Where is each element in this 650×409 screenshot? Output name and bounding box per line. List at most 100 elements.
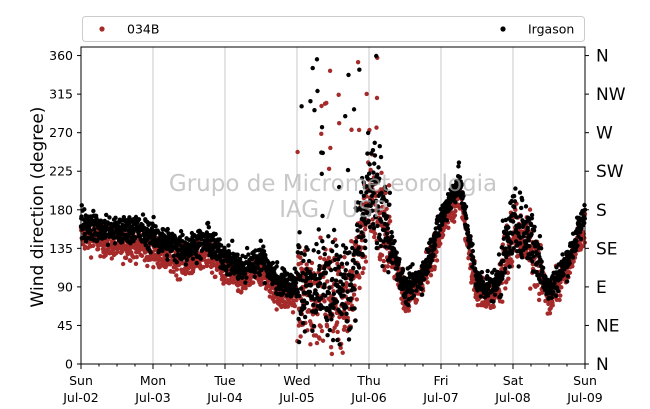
point-irgason [427,264,432,269]
point-irgason [492,292,498,297]
point-irgason [383,244,388,249]
x-tick-date: Jul-02 [62,390,99,405]
point-irgason [527,243,532,249]
point-irgason [506,225,511,230]
point-irgason [511,246,516,251]
point-irgason [218,243,224,248]
point-irgason [82,207,87,212]
point-irgason [322,251,328,257]
point-irgason [350,245,355,251]
point-irgason [341,243,346,248]
point-034b [328,345,334,350]
point-irgason [331,227,337,233]
point-034b [267,294,273,299]
point-irgason [317,267,322,272]
point-irgason [421,276,427,282]
point-irgason [330,239,336,245]
legend-label-irgason: Irgason [528,22,574,37]
point-irgason [384,222,390,228]
point-034b [322,299,327,304]
point-034b [171,269,176,275]
point-irgason [285,277,291,282]
point-irgason [438,227,443,232]
point-irgason [574,238,579,244]
point-irgason [356,265,362,270]
point-irgason [498,292,504,298]
point-irgason [414,288,419,293]
point-034b [324,324,330,329]
point-034b [290,310,296,315]
point-irgason [205,220,211,226]
point-034b [336,120,342,126]
point-irgason [472,261,477,266]
point-irgason [297,230,302,235]
point-irgason [339,261,345,266]
point-irgason [377,176,382,181]
point-irgason [305,247,310,252]
point-034b [381,258,386,264]
point-irgason [311,248,316,253]
point-irgason [334,252,339,258]
point-034b [364,91,369,97]
point-irgason [358,224,363,229]
point-034b [362,227,368,232]
point-irgason [243,255,248,260]
point-irgason [578,236,584,242]
point-irgason [323,293,328,298]
point-034b [383,190,388,196]
point-irgason [344,261,350,266]
point-irgason [261,249,267,254]
point-irgason [529,222,534,228]
point-034b [438,241,443,246]
point-irgason [359,230,364,235]
point-034b [177,277,183,282]
point-034b [547,311,553,316]
point-034b [134,254,139,260]
point-034b [128,258,133,263]
point-irgason [313,288,318,293]
point-irgason [375,204,381,209]
point-irgason [497,279,502,285]
point-irgason [486,283,492,289]
point-irgason [334,243,339,248]
point-irgason [119,228,124,233]
point-034b [335,329,340,335]
point-irgason [361,180,366,185]
point-irgason [468,234,473,239]
point-034b [251,280,256,285]
point-irgason [165,257,170,262]
point-irgason [121,215,127,220]
point-irgason [343,113,348,119]
point-irgason [274,264,279,269]
point-irgason [336,265,342,270]
point-034b [328,145,333,151]
point-irgason [436,233,442,238]
point-irgason [387,190,393,195]
point-034b [451,219,457,224]
point-034b [319,103,324,109]
point-034b [580,244,585,249]
point-irgason [373,215,378,220]
point-034b [370,217,375,222]
point-irgason [301,258,306,264]
legend: 034B Irgason [82,16,585,42]
point-irgason [553,293,559,298]
point-irgason [332,257,338,263]
point-irgason [165,226,170,232]
point-irgason [239,275,245,281]
point-irgason [465,223,470,229]
point-034b [446,225,451,230]
point-034b [440,232,446,238]
point-irgason [192,239,197,244]
point-irgason [392,238,397,244]
point-034b [382,268,387,273]
point-034b [243,286,248,291]
point-034b [357,285,362,291]
point-irgason [372,140,377,145]
point-irgason [551,289,556,295]
point-irgason [465,230,471,235]
point-irgason [432,237,437,243]
point-irgason [565,274,571,279]
point-irgason [367,162,372,167]
direction-label: N [596,47,609,67]
